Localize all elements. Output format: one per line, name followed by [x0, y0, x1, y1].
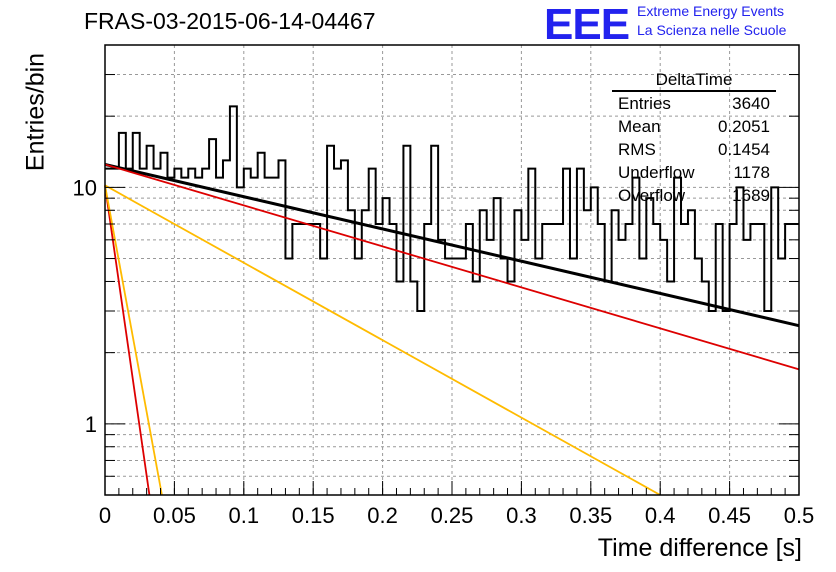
x-tick-label: 0.5 — [784, 503, 815, 528]
y-axis-label: Entries/bin — [21, 52, 50, 172]
tick-labels: 0 0.05 0.1 0.15 0.2 0.25 0.3 0.35 0.4 0.45 0.5 1 10 — [73, 175, 815, 528]
stats-value: 0.2051 — [718, 117, 770, 136]
stats-box: DeltaTime Entries 3640 Mean 0.2051 RMS 0… — [612, 70, 776, 207]
stats-row-rms: RMS 0.1454 — [612, 138, 776, 161]
stats-label: Overflow — [618, 186, 686, 205]
stats-value: 0.1454 — [718, 140, 770, 159]
axis-ticks — [104, 44, 800, 496]
stats-title: DeltaTime — [612, 70, 776, 92]
stats-label: Mean — [618, 117, 661, 136]
fit-line-2 — [104, 184, 661, 496]
stats-value: 3640 — [732, 94, 770, 113]
stats-row-underflow: Underflow 1178 — [612, 161, 776, 184]
stats-row-entries: Entries 3640 — [612, 92, 776, 115]
stats-label: Underflow — [618, 163, 695, 182]
x-tick-label: 0.45 — [708, 503, 751, 528]
x-tick-label: 0.15 — [292, 503, 335, 528]
x-tick-label: 0.3 — [506, 503, 537, 528]
x-tick-label: 0 — [99, 503, 111, 528]
eee-logo: EEE — [544, 0, 630, 49]
logo-line-2: La Scienza nelle Scuole — [637, 22, 787, 38]
stats-row-overflow: Overflow 1689 — [612, 184, 776, 207]
fit-line-4 — [104, 185, 163, 496]
x-tick-label: 0.4 — [645, 503, 676, 528]
stats-value: 1689 — [732, 186, 770, 205]
x-axis-label: Time difference [s] — [597, 534, 802, 562]
stats-value: 1178 — [733, 163, 770, 182]
fit-line-1 — [104, 163, 800, 371]
chart-title: FRAS-03-2015-06-14-04467 — [84, 8, 376, 34]
y-tick-label: 10 — [73, 175, 97, 200]
fit-line-3 — [104, 185, 151, 496]
histogram — [105, 105, 799, 312]
x-tick-label: 0.1 — [229, 503, 260, 528]
x-tick-label: 0.25 — [431, 503, 474, 528]
x-tick-label: 0.35 — [569, 503, 612, 528]
fit-curves — [104, 162, 800, 496]
stats-label: Entries — [618, 94, 671, 113]
x-tick-label: 0.2 — [367, 503, 398, 528]
y-tick-label: 1 — [85, 412, 97, 437]
fit-line-0 — [104, 162, 800, 328]
histogram-step — [105, 105, 799, 312]
stats-label: RMS — [618, 140, 656, 159]
logo-line-1: Extreme Energy Events — [637, 3, 785, 19]
x-tick-label: 0.05 — [153, 503, 196, 528]
stats-row-mean: Mean 0.2051 — [612, 115, 776, 138]
